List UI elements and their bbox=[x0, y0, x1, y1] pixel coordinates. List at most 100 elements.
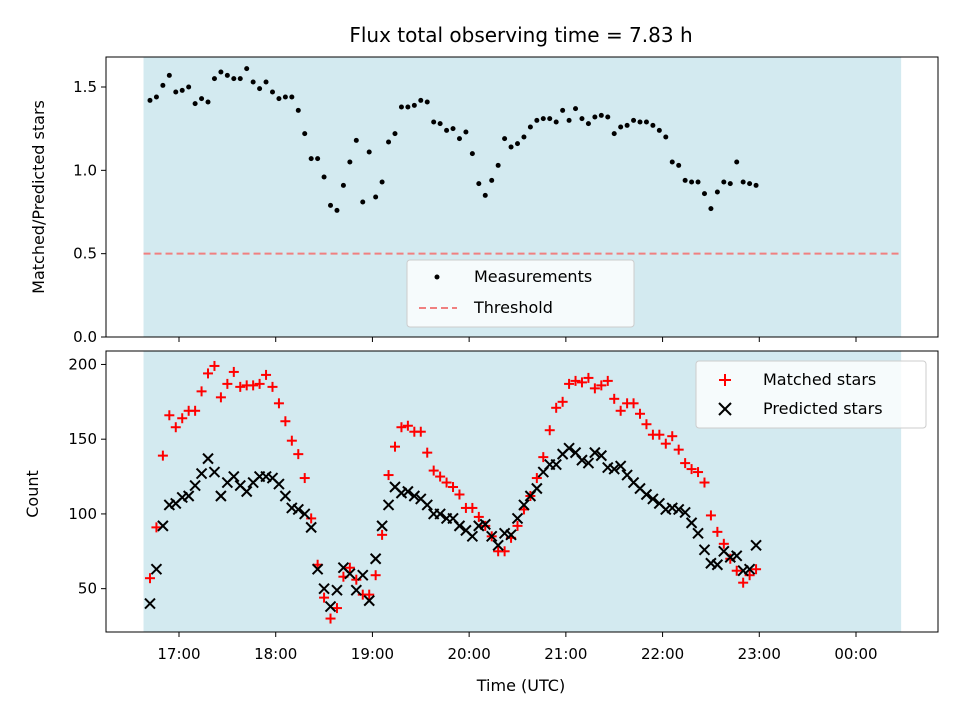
legend-threshold-label: Threshold bbox=[473, 298, 553, 317]
predicted-stars-point bbox=[202, 452, 214, 465]
measurements-point bbox=[521, 134, 527, 140]
x-tick-label: 00:00 bbox=[834, 645, 877, 663]
measurements-point bbox=[308, 156, 314, 162]
measurements-point bbox=[340, 182, 346, 188]
matched-stars-point bbox=[273, 398, 284, 409]
matched-stars-point bbox=[693, 467, 704, 478]
measurements-point bbox=[276, 96, 282, 102]
measurements-point bbox=[747, 181, 753, 187]
matched-stars-point bbox=[144, 573, 155, 584]
measurements-point bbox=[592, 114, 598, 120]
measurements-point bbox=[701, 191, 707, 197]
matched-stars-point bbox=[293, 449, 304, 460]
measurements-point bbox=[624, 122, 630, 128]
x-tick-label: 21:00 bbox=[544, 645, 587, 663]
matched-stars-point bbox=[222, 378, 233, 389]
matched-stars-point bbox=[196, 386, 207, 397]
matched-stars-point bbox=[751, 564, 762, 575]
predicted-stars-point bbox=[550, 458, 562, 471]
matched-stars-point bbox=[151, 522, 162, 533]
matched-stars-point bbox=[499, 546, 510, 557]
predicted-stars-point bbox=[505, 529, 517, 541]
predicted-stars-point bbox=[408, 490, 421, 502]
matched-stars-point bbox=[428, 465, 439, 476]
predicted-stars-point bbox=[195, 467, 208, 480]
predicted-stars-point bbox=[215, 490, 227, 502]
legend-predicted-label: Predicted stars bbox=[763, 399, 883, 418]
measurements-point bbox=[186, 84, 192, 90]
measurements-point bbox=[295, 107, 301, 113]
predicted-stars-point bbox=[363, 594, 375, 607]
predicted-stars-point bbox=[421, 499, 433, 511]
measurements-point bbox=[411, 102, 417, 108]
matched-stars-point bbox=[364, 589, 375, 600]
predicted-stars-point bbox=[189, 479, 201, 492]
matched-stars-point bbox=[203, 368, 214, 379]
predicted-stars-point bbox=[750, 539, 762, 552]
measurements-point bbox=[553, 119, 559, 125]
predicted-stars-point bbox=[595, 449, 608, 462]
predicted-stars-point bbox=[240, 485, 253, 498]
measurements-point bbox=[269, 89, 275, 95]
measurements-point bbox=[689, 179, 695, 185]
measurements-point bbox=[463, 129, 469, 135]
matched-stars-point bbox=[454, 489, 465, 500]
matched-stars-point bbox=[157, 450, 168, 461]
predicted-stars-point bbox=[692, 527, 704, 540]
matched-stars-point bbox=[164, 410, 175, 421]
predicted-stars-point bbox=[614, 460, 627, 472]
measurements-point bbox=[334, 207, 340, 213]
predicted-stars-point bbox=[582, 457, 595, 469]
predicted-stars-point bbox=[511, 512, 524, 525]
measurements-point bbox=[637, 119, 643, 125]
predicted-stars-point bbox=[157, 520, 169, 532]
y-tick-label: 1.0 bbox=[73, 161, 97, 179]
matched-stars-point bbox=[609, 393, 620, 404]
top-legend-box bbox=[406, 259, 635, 328]
matched-stars-point bbox=[673, 444, 684, 455]
measurements-point bbox=[450, 126, 456, 132]
matched-stars-point bbox=[480, 520, 491, 531]
matched-stars-point bbox=[228, 366, 239, 377]
measurements-point bbox=[489, 177, 495, 183]
predicted-stars-point bbox=[382, 499, 395, 511]
legend-matched-marker bbox=[719, 374, 731, 386]
matched-stars-point bbox=[602, 375, 613, 386]
bottom-panel: 50 100 150 200 17:00 18:00 19:00 20:00 21:00 22:0… bbox=[23, 350, 939, 695]
bottom-ylabel: Count bbox=[23, 470, 42, 518]
bottom-plot-frame bbox=[105, 350, 939, 633]
measurements-point bbox=[360, 199, 366, 205]
x-tick-label: 20:00 bbox=[448, 645, 491, 663]
measurements-point bbox=[398, 104, 404, 110]
matched-stars-point bbox=[448, 482, 459, 493]
measurements-point bbox=[179, 87, 185, 93]
predicted-stars-point bbox=[647, 493, 659, 505]
predicted-stars-point bbox=[479, 518, 491, 531]
matched-stars-point bbox=[570, 375, 581, 386]
predicted-stars-point bbox=[299, 508, 311, 520]
predicted-stars-point bbox=[402, 485, 414, 498]
measurements-point bbox=[302, 131, 308, 137]
matched-stars-point bbox=[660, 438, 671, 449]
predicted-stars-point bbox=[279, 490, 292, 502]
legend-measurements-marker bbox=[434, 274, 440, 280]
matched-stars-point bbox=[615, 405, 626, 416]
measurements-point bbox=[321, 174, 327, 180]
measurements-point bbox=[708, 206, 714, 212]
predicted-stars-point bbox=[743, 563, 756, 575]
measurements-point bbox=[656, 127, 662, 133]
matched-stars-point bbox=[596, 380, 607, 391]
matched-stars-point bbox=[641, 419, 652, 430]
predicted-stars-point bbox=[685, 517, 698, 529]
predicted-stars-point bbox=[144, 597, 156, 610]
measurements-point bbox=[173, 89, 179, 95]
predicted-stars-point bbox=[150, 563, 163, 575]
matched-stars-point bbox=[396, 422, 407, 433]
measurements-point bbox=[153, 94, 159, 100]
measurements-point bbox=[192, 101, 198, 107]
matched-stars-point bbox=[422, 447, 433, 458]
y-tick-label: 0.0 bbox=[73, 328, 97, 346]
top-chart-title: Flux total observing time = 7.83 h bbox=[349, 23, 692, 47]
y-tick-label: 50 bbox=[78, 580, 97, 598]
measurements-point bbox=[714, 189, 720, 195]
